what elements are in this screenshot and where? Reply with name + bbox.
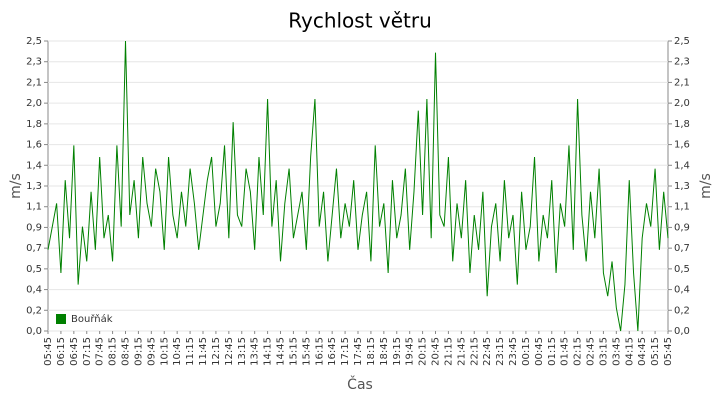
- y2-tick-label: 1,6: [674, 140, 690, 151]
- y2-tick-label: 2,3: [674, 57, 690, 68]
- y2-tick-label: 0,0: [674, 326, 690, 337]
- x-tick-label: 13:15: [237, 337, 248, 366]
- x-tick-label: 01:15: [547, 337, 558, 366]
- y2-tick-label: 1,4: [674, 160, 690, 171]
- x-tick-label: 07:45: [95, 337, 106, 366]
- x-tick-label: 17:15: [340, 337, 351, 366]
- x-tick-label: 07:15: [82, 337, 93, 366]
- data-line: [47, 40, 669, 332]
- y-tick-label: 2,3: [26, 57, 42, 68]
- x-tick-label: 03:15: [598, 337, 609, 366]
- x-tick-label: 09:45: [146, 337, 157, 366]
- y-tick-label: 2,0: [26, 98, 42, 109]
- y-axis-label: m/s: [8, 173, 24, 199]
- y2-tick-label: 2,0: [674, 98, 690, 109]
- x-tick-label: 14:45: [276, 337, 287, 366]
- x-tick-label: 11:15: [185, 337, 196, 366]
- y-tick-label: 0,9: [26, 222, 42, 233]
- y2-tick-label: 2,5: [674, 36, 690, 47]
- y-tick-label: 0,0: [26, 326, 42, 337]
- x-tick-label: 12:45: [224, 337, 235, 366]
- y2-tick-label: 0,7: [674, 243, 690, 254]
- x-tick-label: 06:45: [69, 337, 80, 366]
- x-tick-label: 19:45: [405, 337, 416, 366]
- x-tick-label: 00:45: [534, 337, 545, 366]
- y-tick-label: 1,3: [26, 181, 42, 192]
- y2-tick-label: 0,9: [674, 222, 690, 233]
- x-tick-label: 20:15: [418, 337, 429, 366]
- x-tick-label: 12:15: [211, 337, 222, 366]
- x-tick-label: 05:15: [650, 337, 661, 366]
- x-tick-label: 01:45: [560, 337, 571, 366]
- x-tick-label: 21:45: [456, 337, 467, 366]
- x-tick-label: 05:45: [663, 337, 674, 366]
- x-tick-label: 04:45: [637, 337, 648, 366]
- y-tick-label: 1,8: [26, 119, 42, 130]
- y-tick-label: 0,5: [26, 264, 42, 275]
- x-tick-label: 08:45: [121, 337, 132, 366]
- y-tick-label: 1,4: [26, 160, 42, 171]
- x-tick-label: 16:15: [314, 337, 325, 366]
- x-tick-label: 23:45: [508, 337, 519, 366]
- y2-tick-label: 1,8: [674, 119, 690, 130]
- y-tick-label: 0,4: [26, 285, 42, 296]
- y2-axis-label: m/s: [698, 173, 714, 199]
- x-tick-label: 15:15: [288, 337, 299, 366]
- y2-tick-label: 0,4: [674, 285, 690, 296]
- x-axis-label: Čas: [347, 375, 373, 393]
- x-tick-label: 10:45: [172, 337, 183, 366]
- x-tick-label: 09:15: [133, 337, 144, 366]
- x-tick-label: 16:45: [327, 337, 338, 366]
- x-tick-label: 08:15: [108, 337, 119, 366]
- y2-tick-label: 1,1: [674, 202, 690, 213]
- y-tick-label: 1,6: [26, 140, 42, 151]
- y-tick-label: 1,1: [26, 202, 42, 213]
- x-tick-label: 05:45: [43, 337, 54, 366]
- y-tick-label: 0,7: [26, 243, 42, 254]
- y2-tick-label: 2,1: [674, 77, 690, 88]
- chart-title: Rychlost větru: [288, 9, 432, 33]
- x-tick-label: 04:15: [624, 337, 635, 366]
- x-tick-label: 18:45: [379, 337, 390, 366]
- x-tick-label: 20:45: [431, 337, 442, 366]
- y-tick-label: 2,5: [26, 36, 42, 47]
- x-tick-label: 17:45: [353, 337, 364, 366]
- x-tick-label: 22:45: [482, 337, 493, 366]
- y2-tick-label: 0,5: [674, 264, 690, 275]
- x-tick-label: 10:15: [159, 337, 170, 366]
- x-tick-label: 02:45: [586, 337, 597, 366]
- x-tick-label: 03:45: [611, 337, 622, 366]
- x-tick-label: 18:15: [366, 337, 377, 366]
- x-tick-label: 00:15: [521, 337, 532, 366]
- y-tick-label: 2,1: [26, 77, 42, 88]
- x-tick-label: 06:15: [56, 337, 67, 366]
- legend-swatch: [56, 314, 66, 324]
- x-tick-label: 22:15: [469, 337, 480, 366]
- x-tick-label: 13:45: [250, 337, 261, 366]
- x-tick-label: 21:15: [443, 337, 454, 366]
- x-tick-label: 15:45: [301, 337, 312, 366]
- y2-tick-label: 0,2: [674, 305, 690, 316]
- y-tick-label: 0,2: [26, 305, 42, 316]
- x-tick-label: 23:15: [495, 337, 506, 366]
- y2-tick-label: 1,3: [674, 181, 690, 192]
- x-tick-label: 02:15: [573, 337, 584, 366]
- legend-label: Bouřňák: [71, 313, 113, 325]
- x-tick-label: 11:45: [198, 337, 209, 366]
- x-tick-label: 14:15: [263, 337, 274, 366]
- x-tick-label: 19:15: [392, 337, 403, 366]
